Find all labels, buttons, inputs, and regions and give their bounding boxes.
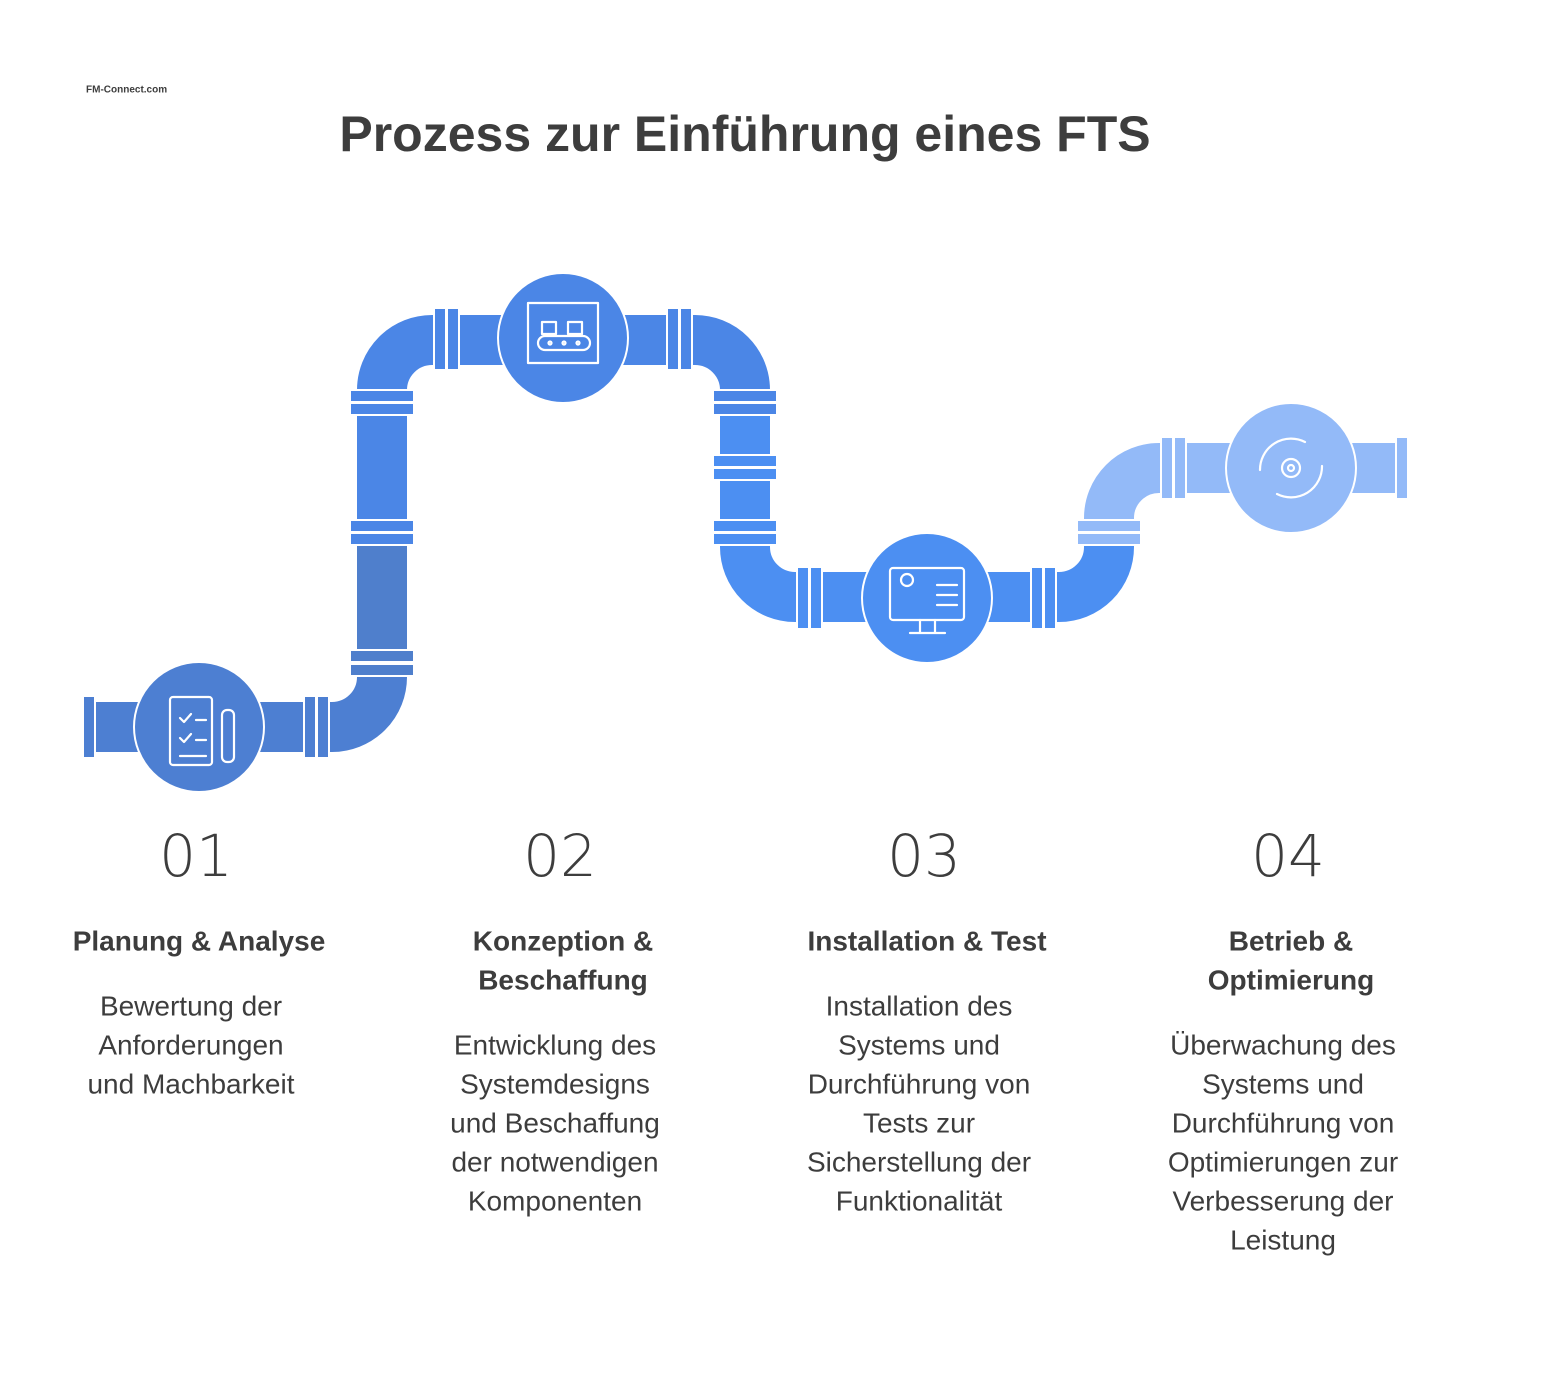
flange <box>679 307 693 371</box>
step-number: 04 <box>1251 822 1325 890</box>
flange <box>82 695 96 759</box>
flange <box>1173 436 1187 500</box>
flange <box>303 695 317 759</box>
checklist-icon <box>168 695 236 767</box>
flange <box>316 695 330 759</box>
flange <box>796 566 810 630</box>
step-description: Systemdesigns <box>460 1068 650 1099</box>
step-title: Betrieb & <box>1229 925 1353 956</box>
flanges <box>82 307 1409 759</box>
pipe <box>1084 443 1405 535</box>
flange <box>666 307 680 371</box>
step-description: Komponenten <box>468 1185 642 1216</box>
flange <box>433 307 447 371</box>
step-description: Überwachung des <box>1170 1029 1396 1060</box>
flange <box>712 532 778 546</box>
flange <box>349 663 415 677</box>
icon-circle <box>861 532 993 664</box>
conveyor-icon <box>526 301 600 365</box>
step-icons <box>133 272 1357 793</box>
flange <box>1030 566 1044 630</box>
step-description: Verbesserung der <box>1172 1185 1393 1216</box>
step-title: Optimierung <box>1208 964 1374 995</box>
flange <box>446 307 460 371</box>
step-description: Sicherstellung der <box>807 1146 1031 1177</box>
flange <box>712 389 778 403</box>
step-description: Funktionalität <box>836 1185 1003 1216</box>
step-description: und Machbarkeit <box>87 1068 294 1099</box>
step-title: Beschaffung <box>478 964 648 995</box>
flange <box>349 519 415 533</box>
flange <box>349 649 415 663</box>
step-description: Entwicklung des <box>454 1029 656 1060</box>
step-number: 01 <box>159 822 233 890</box>
monitor-icon <box>888 566 966 635</box>
flange <box>712 454 778 468</box>
step-title: Konzeption & <box>473 925 653 956</box>
step-description: Systems und <box>1202 1068 1364 1099</box>
step-description: Durchführung von <box>1172 1107 1395 1138</box>
step-description: Durchführung von <box>808 1068 1031 1099</box>
step-description: und Beschaffung <box>450 1107 660 1138</box>
step-number: 03 <box>887 822 961 890</box>
flange <box>1160 436 1174 500</box>
flange <box>712 519 778 533</box>
flange <box>809 566 823 630</box>
flange <box>712 402 778 416</box>
steps: 01 Planung & Analyse Bewertung der Anforder… <box>73 822 1398 1255</box>
step-description: Optimierungen zur <box>1168 1146 1398 1177</box>
cycle-icon <box>1258 437 1324 499</box>
step-description: Systems und <box>838 1029 1000 1060</box>
flange <box>1076 532 1142 546</box>
icon-circle <box>133 661 265 793</box>
flange <box>1076 519 1142 533</box>
flange <box>712 467 778 481</box>
step-description: der notwendigen <box>451 1146 658 1177</box>
step-title: Installation & Test <box>807 925 1046 956</box>
flange <box>1043 566 1057 630</box>
step-description: Anforderungen <box>98 1029 283 1060</box>
icon-circle <box>1225 402 1357 534</box>
flange <box>349 389 415 403</box>
step-description: Bewertung der <box>100 990 282 1021</box>
step-description: Leistung <box>1230 1224 1336 1255</box>
step-description: Tests zur <box>863 1107 975 1138</box>
flange <box>349 532 415 546</box>
step-number: 02 <box>523 822 597 890</box>
flange <box>349 402 415 416</box>
title: Prozess zur Einführung eines FTS <box>339 106 1150 162</box>
pipeline <box>85 315 1405 752</box>
icon-circle <box>497 272 629 404</box>
logo: FM-Connect.com <box>86 85 167 96</box>
step-description: Installation des <box>826 990 1013 1021</box>
flange <box>1395 436 1409 500</box>
step-title: Planung & Analyse <box>73 925 326 956</box>
pipe <box>85 520 407 752</box>
